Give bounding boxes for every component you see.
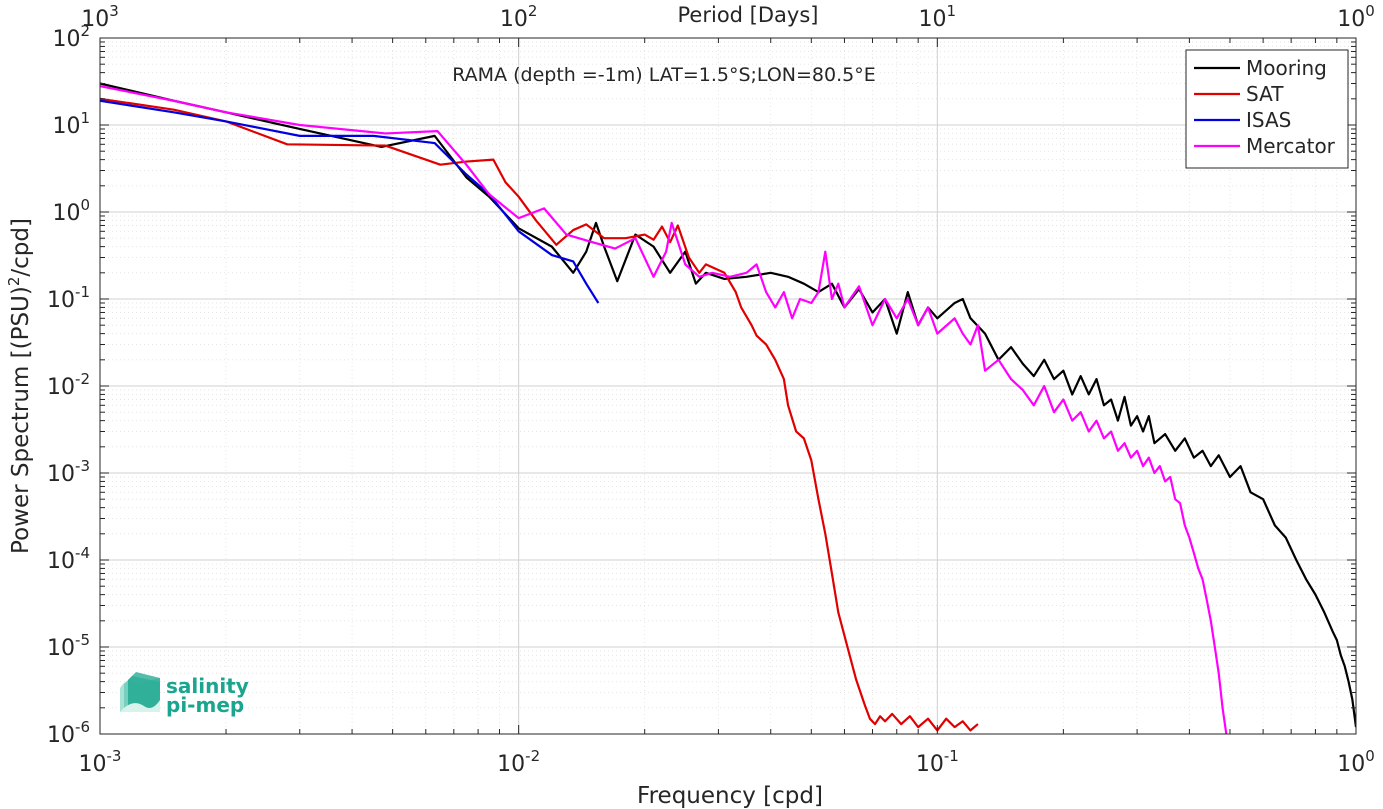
- logo-line2: pi-mep: [166, 693, 244, 717]
- top-axis-label: Period [Days]: [678, 3, 819, 27]
- top-tick-label: 102: [500, 2, 538, 32]
- series-line-sat: [100, 97, 979, 732]
- x-tick-label-base: 10: [79, 752, 107, 777]
- top-axis-tick-labels: 103 102 101 100: [81, 2, 1375, 32]
- top-tick-label: 101: [919, 2, 957, 32]
- logo-line1: salinity: [166, 674, 249, 698]
- x-tick-label-base: 10: [916, 752, 944, 777]
- x-tick-label-base: 10: [1337, 752, 1365, 777]
- top-tick-label-exponent: 3: [109, 2, 119, 20]
- y-tick-label-base: 10: [47, 375, 75, 400]
- y-tick-label-exponent: 2: [80, 22, 90, 40]
- y-tick-label-base: 10: [52, 201, 80, 226]
- y-tick-label: 10-4: [47, 544, 90, 574]
- y-tick-label-exponent: -4: [75, 544, 90, 562]
- x-tick-label-exponent: -3: [107, 747, 122, 765]
- series-line-mooring: [100, 82, 1356, 728]
- axis-ticks: [99, 37, 1357, 735]
- y-tick-label: 10-6: [47, 718, 90, 748]
- x-tick-label: 10-2: [497, 747, 540, 777]
- y-tick-label: 102: [52, 22, 90, 52]
- top-tick-label-base: 10: [919, 7, 947, 32]
- x-tick-label-base: 10: [497, 752, 525, 777]
- x-tick-label-exponent: 0: [1365, 747, 1375, 765]
- y-tick-label: 101: [52, 109, 90, 139]
- series-line-mercator: [100, 85, 1228, 734]
- chart-title: RAMA (depth =-1m) LAT=1.5°S;LON=80.5°E: [452, 64, 876, 86]
- y-tick-label-exponent: 1: [80, 109, 90, 127]
- top-tick-label-base: 10: [81, 7, 109, 32]
- top-tick-label-exponent: 2: [528, 2, 538, 20]
- y-axis-label-superscript: 2: [5, 277, 23, 287]
- x-axis-label: Frequency [cpd]: [637, 783, 823, 809]
- y-tick-label-exponent: -6: [75, 718, 90, 736]
- legend-label-mercator: Mercator: [1246, 134, 1336, 158]
- x-tick-label: 10-3: [79, 747, 122, 777]
- y-tick-label: 10-5: [47, 631, 90, 661]
- legend-label-sat: SAT: [1246, 82, 1284, 106]
- y-axis-label: Power Spectrum [(PSU)2/cpd]: [5, 218, 34, 554]
- x-tick-labels: 10-3 10-2 10-1 100: [79, 747, 1375, 777]
- y-tick-label-base: 10: [52, 27, 80, 52]
- top-tick-label: 100: [1337, 2, 1375, 32]
- y-tick-label-exponent: -5: [75, 631, 90, 649]
- y-tick-label-base: 10: [47, 723, 75, 748]
- y-tick-label: 100: [52, 196, 90, 226]
- y-tick-label-exponent: 0: [80, 196, 90, 214]
- grid: [100, 38, 1356, 734]
- y-tick-label-exponent: -2: [75, 370, 90, 388]
- x-tick-label-exponent: -1: [944, 747, 959, 765]
- y-tick-label-exponent: -1: [75, 283, 90, 301]
- x-tick-label: 100: [1337, 747, 1375, 777]
- series-lines: [100, 82, 1356, 734]
- y-tick-label-base: 10: [47, 462, 75, 487]
- y-tick-label-base: 10: [52, 114, 80, 139]
- x-tick-label: 10-1: [916, 747, 959, 777]
- legend-box: [1185, 49, 1349, 169]
- y-tick-label: 10-2: [47, 370, 90, 400]
- y-axis-label-tail: /cpd]: [8, 218, 34, 277]
- top-tick-label: 103: [81, 2, 119, 32]
- x-tick-label-exponent: -2: [525, 747, 540, 765]
- y-tick-label-exponent: -3: [75, 457, 90, 475]
- top-tick-label-base: 10: [1337, 7, 1365, 32]
- legend-label-mooring: Mooring: [1246, 56, 1327, 80]
- y-tick-label: 10-1: [47, 283, 90, 313]
- y-tick-label-base: 10: [47, 549, 75, 574]
- legend-label-isas: ISAS: [1246, 108, 1291, 132]
- y-tick-label-base: 10: [47, 288, 75, 313]
- top-tick-label-base: 10: [500, 7, 528, 32]
- salinity-pi-mep-logo: salinity pi-mep: [120, 672, 249, 717]
- y-tick-label: 10-3: [47, 457, 90, 487]
- y-tick-label-base: 10: [47, 636, 75, 661]
- y-axis-label-main: Power Spectrum [(PSU): [8, 286, 34, 554]
- top-tick-label-exponent: 1: [947, 2, 957, 20]
- top-tick-label-exponent: 0: [1365, 2, 1375, 20]
- series-line-isas: [100, 99, 600, 304]
- wave-logo-icon: [120, 672, 160, 712]
